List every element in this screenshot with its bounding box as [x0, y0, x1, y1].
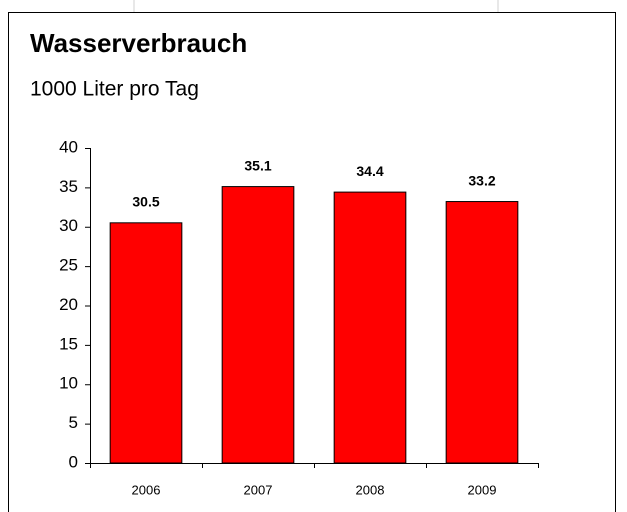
y-tick-label: 25 [59, 256, 78, 275]
y-tick-label: 20 [59, 295, 78, 314]
x-tick-label: 2008 [356, 482, 385, 497]
y-tick-label: 15 [59, 334, 78, 353]
bar [333, 191, 407, 464]
x-tick-label: 2007 [244, 482, 273, 497]
y-tick-label: 0 [69, 452, 78, 471]
bar [445, 201, 519, 464]
bar [221, 186, 295, 464]
data-label: 33.2 [468, 172, 495, 188]
x-tick-label: 2009 [468, 482, 497, 497]
bar [109, 222, 183, 464]
data-label: 30.5 [132, 194, 159, 210]
x-tick-label: 2006 [132, 482, 161, 497]
y-tick-label: 5 [69, 413, 78, 432]
y-tick-label: 40 [59, 137, 78, 156]
y-tick-label: 30 [59, 216, 78, 235]
data-label: 34.4 [356, 163, 383, 179]
chart-title: Wasserverbrauch [30, 28, 247, 58]
y-tick-label: 10 [59, 374, 78, 393]
data-label: 35.1 [244, 157, 271, 173]
chart-subtitle: 1000 Liter pro Tag [30, 78, 199, 101]
y-tick-label: 35 [59, 177, 78, 196]
